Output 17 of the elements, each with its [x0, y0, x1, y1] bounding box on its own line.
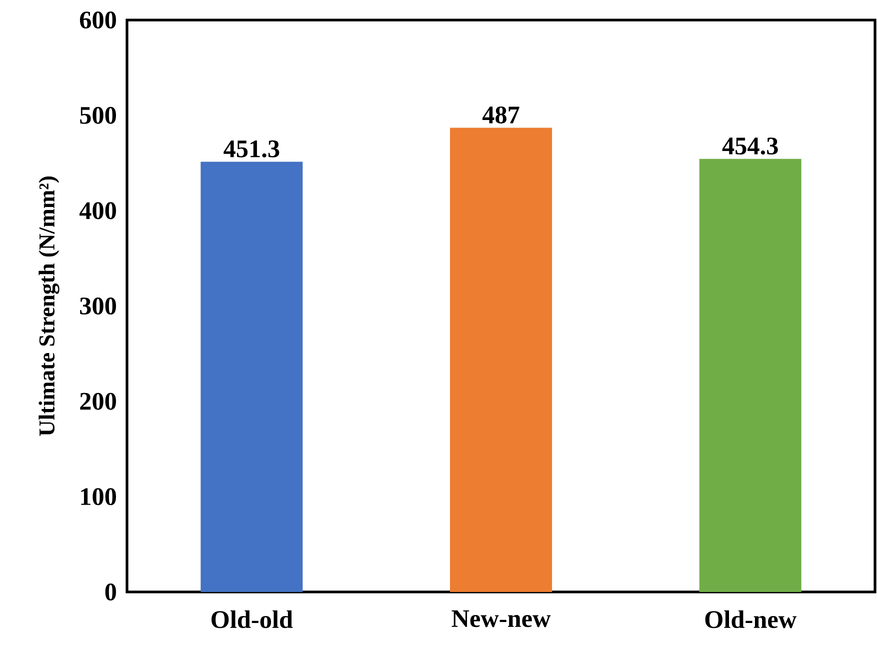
y-tick-label: 200: [80, 392, 116, 410]
y-tick-label: 300: [80, 298, 116, 315]
data-label: 487: [482, 106, 520, 124]
y-tick-label: 0: [105, 584, 116, 601]
bar: [450, 128, 552, 592]
x-tick-label: Old-old: [212, 610, 293, 628]
bar: [200, 162, 303, 592]
y-axis-title: Ultimate Strength (N/mm²): [38, 176, 60, 436]
data-label: 454.3: [722, 138, 778, 155]
y-tick-label: 400: [79, 202, 116, 220]
y-tick-label: 600: [80, 12, 116, 29]
bar: [699, 158, 802, 592]
data-label: 451.3: [224, 140, 280, 158]
y-tick-label: 100: [81, 488, 116, 506]
x-tick-label: New-new: [452, 610, 551, 628]
y-tick-label: 500: [80, 106, 116, 124]
x-tick-label: Old-new: [705, 610, 796, 628]
